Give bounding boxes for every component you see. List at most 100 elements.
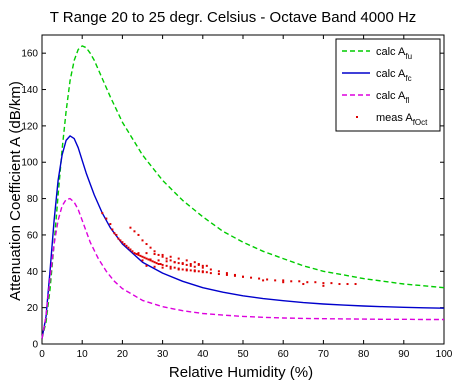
x-tick-label-40: 40 (197, 349, 209, 360)
data-point (217, 270, 220, 273)
data-point (161, 253, 164, 256)
data-point (161, 255, 164, 258)
y-tick-label-120: 120 (21, 121, 38, 132)
data-point (153, 265, 156, 268)
data-point (165, 257, 168, 260)
y-tick-label-80: 80 (27, 194, 39, 205)
data-point (306, 281, 309, 284)
legend-marker-meas-a-foct (356, 116, 358, 118)
chart-title: T Range 20 to 25 degr. Celsius - Octave … (50, 9, 417, 26)
data-point (177, 268, 180, 271)
data-point (153, 250, 156, 253)
data-point (169, 255, 172, 258)
data-point (282, 279, 285, 282)
data-point (322, 284, 325, 287)
data-point (290, 280, 293, 283)
data-point (159, 263, 162, 266)
data-point (181, 263, 184, 266)
data-point (209, 272, 212, 275)
y-tick-label-60: 60 (27, 230, 39, 241)
data-point (274, 279, 277, 282)
x-tick-label-70: 70 (318, 349, 330, 360)
data-point (137, 233, 140, 236)
data-point (145, 264, 148, 267)
data-point (117, 237, 120, 240)
data-point (131, 250, 134, 253)
x-tick-label-50: 50 (237, 349, 249, 360)
data-point (322, 282, 325, 285)
data-point (189, 263, 192, 266)
data-point (129, 226, 132, 229)
data-point (233, 273, 236, 276)
data-point (201, 271, 204, 274)
data-point (217, 273, 220, 276)
data-point (169, 265, 172, 268)
x-tick-label-100: 100 (436, 349, 453, 360)
data-point (111, 228, 114, 231)
data-point (193, 261, 196, 264)
data-point (165, 260, 168, 263)
data-point (133, 230, 136, 233)
data-point (143, 256, 146, 259)
data-point (161, 263, 164, 266)
data-point (169, 267, 172, 270)
y-tick-label-100: 100 (21, 158, 38, 169)
series-line-calc-a-fl (41, 197, 444, 339)
data-point (258, 277, 261, 280)
data-point (153, 261, 156, 264)
data-point (242, 275, 244, 278)
data-point (262, 279, 265, 282)
data-point (173, 266, 176, 269)
data-point (145, 257, 148, 260)
data-point (169, 259, 172, 262)
data-point (137, 253, 140, 256)
data-point (185, 263, 188, 266)
data-point (177, 262, 180, 265)
legend-box (335, 38, 441, 132)
series-line-calc-a-fc (41, 135, 445, 339)
x-axis-label: Relative Humidity (%) (169, 364, 313, 381)
data-point (135, 253, 138, 256)
data-point (101, 212, 104, 215)
data-point (354, 283, 357, 286)
legend-entry-calc-a-fl: calc Afl (376, 90, 410, 105)
data-point (121, 241, 124, 244)
legend-entry-calc-a-fc: calc Afc (376, 68, 412, 83)
data-point (119, 239, 122, 242)
data-point (141, 259, 144, 262)
data-point (250, 276, 253, 279)
data-point (147, 258, 150, 261)
data-point (125, 244, 128, 247)
x-tick-label-30: 30 (157, 349, 169, 360)
data-point (205, 271, 208, 274)
data-point (145, 252, 148, 255)
data-point (177, 257, 180, 260)
data-point (201, 266, 204, 269)
data-point (137, 252, 140, 255)
data-point (330, 282, 333, 285)
y-tick-label-0: 0 (32, 340, 38, 351)
data-point (149, 258, 152, 261)
data-point (185, 269, 188, 272)
data-point (139, 254, 142, 257)
data-point (157, 253, 160, 256)
data-point (145, 243, 148, 246)
data-point (105, 217, 108, 220)
data-point (129, 248, 132, 251)
data-point (141, 255, 144, 258)
data-point (173, 261, 176, 264)
data-point (165, 264, 168, 267)
data-point (127, 246, 130, 249)
y-tick-label-140: 140 (21, 85, 38, 96)
data-point (302, 283, 305, 286)
data-point (282, 281, 285, 284)
data-point (151, 260, 154, 263)
data-point (185, 259, 188, 262)
data-point (193, 270, 196, 273)
y-axis-label: Attenuation Coefficient A (dB/km) (7, 81, 24, 301)
data-point (266, 278, 269, 281)
data-point (141, 239, 144, 242)
series-line-calc-a-fu (41, 45, 445, 339)
data-point (181, 268, 184, 271)
